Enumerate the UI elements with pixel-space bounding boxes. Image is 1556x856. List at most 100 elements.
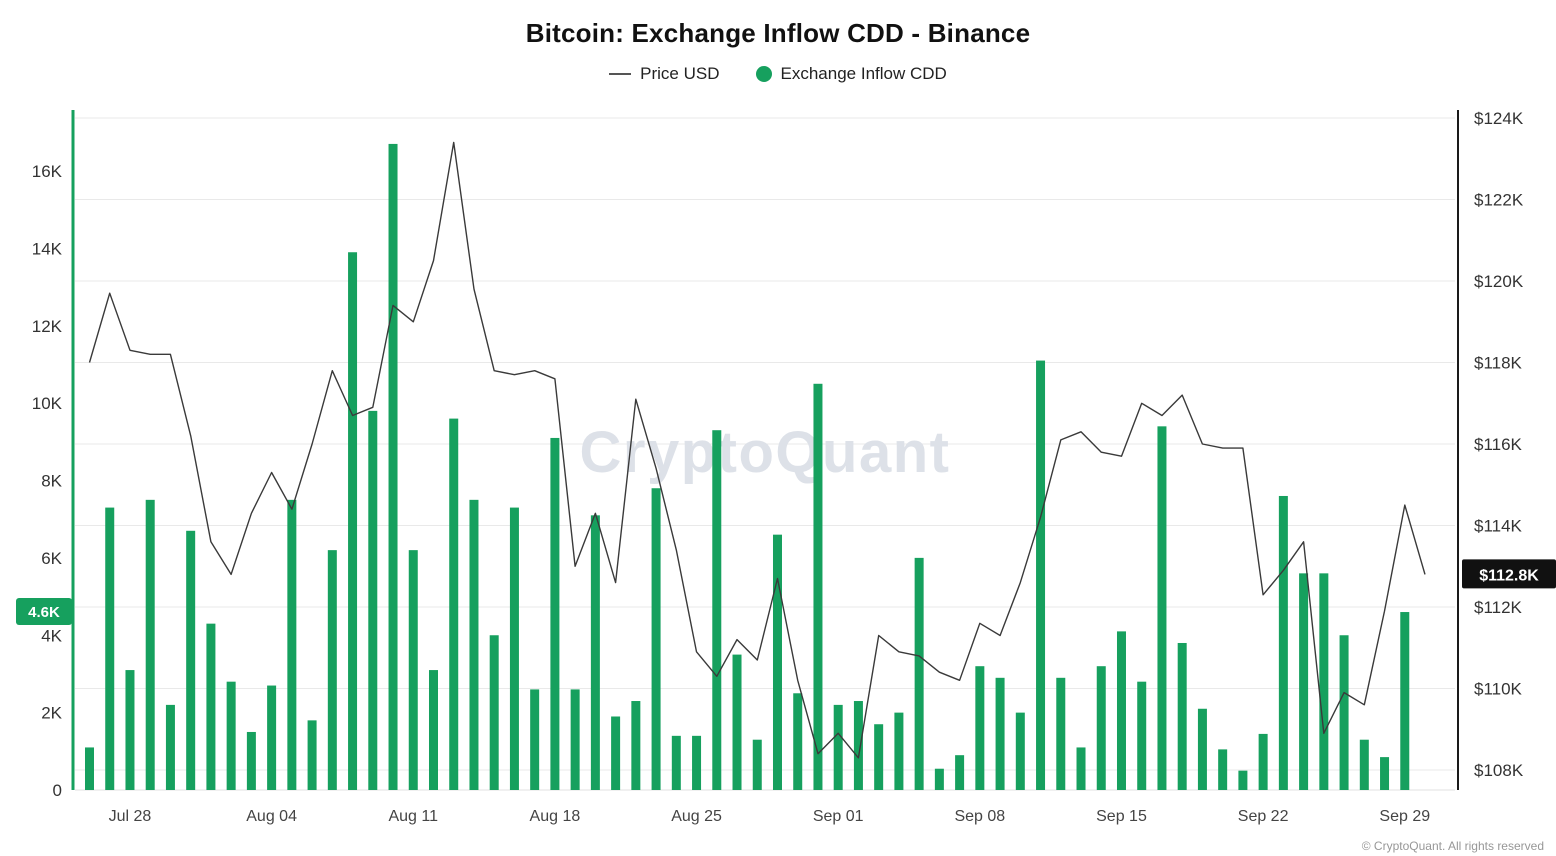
inflow-bar[interactable] [1096, 666, 1106, 790]
inflow-bar[interactable] [226, 681, 236, 790]
current-price-badge [1462, 559, 1556, 589]
legend-price-label: Price USD [640, 64, 720, 83]
inflow-bar[interactable] [1076, 747, 1086, 790]
chart-title: Bitcoin: Exchange Inflow CDD - Binance [525, 18, 1031, 48]
inflow-bar[interactable] [833, 704, 843, 790]
inflow-bar[interactable] [267, 685, 277, 790]
y-right-tick-label: $116K [1474, 435, 1523, 454]
inflow-bar[interactable] [1157, 426, 1167, 790]
inflow-bar[interactable] [934, 768, 944, 790]
y-right-tick-label: $122K [1474, 191, 1524, 210]
inflow-bar[interactable] [590, 515, 600, 790]
inflow-bar[interactable] [914, 557, 924, 790]
inflow-bar[interactable] [428, 670, 438, 790]
legend-item-inflow[interactable]: Exchange Inflow CDD [755, 64, 947, 84]
inflow-dot-swatch-icon [755, 66, 772, 82]
inflow-bar[interactable] [165, 704, 175, 790]
inflow-bar[interactable] [651, 488, 661, 790]
inflow-bar[interactable] [509, 507, 519, 790]
y-right-tick-label: $120K [1474, 272, 1524, 291]
copyright-text: © CryptoQuant. All rights reserved [1361, 839, 1544, 853]
y-right-tick-label: $108K [1474, 761, 1524, 780]
y-left-tick-label: 12K [32, 317, 63, 336]
y-right-tick-label: $110K [1474, 680, 1523, 699]
inflow-bar[interactable] [408, 550, 418, 790]
current-inflow-badge [16, 598, 72, 626]
inflow-bar[interactable] [1116, 631, 1126, 790]
inflow-bar[interactable] [793, 693, 803, 790]
inflow-bar[interactable] [125, 670, 135, 790]
legend: Price USD Exchange Inflow CDD [0, 64, 1556, 84]
inflow-bar[interactable] [1299, 573, 1309, 790]
current-price-badge-label: $112.8K [1479, 567, 1539, 584]
inflow-bar[interactable] [1218, 749, 1228, 790]
inflow-bar[interactable] [550, 437, 560, 790]
inflow-bar[interactable] [449, 418, 459, 790]
inflow-bar[interactable] [1258, 733, 1268, 790]
x-tick-label: Sep 29 [1379, 808, 1430, 825]
inflow-bar[interactable] [1137, 681, 1147, 790]
inflow-bar[interactable] [145, 499, 155, 790]
inflow-bar[interactable] [853, 701, 863, 790]
price-line[interactable] [88, 141, 1426, 759]
price-line-swatch-icon [609, 73, 632, 75]
inflow-bar[interactable] [1056, 677, 1066, 790]
inflow-bar[interactable] [611, 716, 621, 790]
inflow-bar[interactable] [732, 654, 742, 790]
inflow-bar[interactable] [1015, 712, 1025, 790]
inflow-bar[interactable] [469, 499, 479, 790]
y-left-tick-label: 14K [32, 239, 63, 258]
inflow-bar[interactable] [752, 739, 762, 790]
y-left-tick-label: 8K [41, 472, 62, 491]
inflow-bar[interactable] [1380, 757, 1390, 790]
inflow-bar[interactable] [1197, 708, 1207, 790]
y-right-tick-label: $124K [1474, 109, 1524, 128]
y-left-tick-label: 2K [41, 704, 62, 723]
inflow-bar[interactable] [287, 499, 297, 790]
inflow-bar[interactable] [1319, 573, 1329, 790]
legend-inflow-label: Exchange Inflow CDD [780, 64, 947, 83]
x-tick-label: Sep 22 [1238, 808, 1289, 825]
inflow-bar[interactable] [206, 623, 216, 790]
x-tick-label: Sep 15 [1096, 808, 1147, 825]
x-tick-label: Sep 01 [813, 808, 864, 825]
inflow-bar[interactable] [348, 252, 358, 790]
inflow-bar[interactable] [85, 747, 94, 790]
inflow-bar[interactable] [692, 735, 702, 790]
inflow-bar[interactable] [1177, 642, 1187, 790]
inflow-bar[interactable] [327, 550, 337, 790]
inflow-bar[interactable] [1359, 739, 1369, 790]
inflow-bar[interactable] [105, 507, 115, 790]
inflow-bar[interactable] [1036, 360, 1046, 790]
inflow-bar[interactable] [570, 689, 580, 790]
inflow-bar[interactable] [631, 701, 641, 790]
inflow-bar[interactable] [307, 720, 317, 790]
inflow-bar[interactable] [1400, 612, 1410, 790]
inflow-bar[interactable] [1339, 635, 1349, 790]
inflow-bar[interactable] [955, 755, 965, 790]
inflow-bar[interactable] [1238, 770, 1248, 790]
inflow-bar[interactable] [368, 410, 378, 790]
current-inflow-badge-label: 4.6K [28, 604, 60, 621]
inflow-bar[interactable] [388, 143, 398, 790]
inflow-bar[interactable] [1278, 495, 1288, 790]
y-left-tick-label: 4K [41, 626, 62, 645]
inflow-bar[interactable] [246, 731, 256, 790]
inflow-bar[interactable] [874, 724, 884, 790]
inflow-bar[interactable] [712, 430, 722, 790]
inflow-bar[interactable] [995, 677, 1005, 790]
inflow-bar[interactable] [489, 635, 499, 790]
inflow-bar[interactable] [530, 689, 540, 790]
inflow-bar[interactable] [772, 534, 782, 790]
inflow-bar[interactable] [813, 383, 823, 790]
y-left-tick-label: 6K [41, 549, 62, 568]
x-tick-label: Aug 11 [388, 808, 438, 825]
y-left-tick-label: 0 [53, 781, 62, 800]
inflow-bar[interactable] [671, 735, 681, 790]
legend-item-price[interactable]: Price USD [609, 64, 720, 84]
inflow-bar[interactable] [894, 712, 904, 790]
inflow-bar[interactable] [186, 530, 196, 790]
inflow-bar[interactable] [975, 666, 985, 790]
